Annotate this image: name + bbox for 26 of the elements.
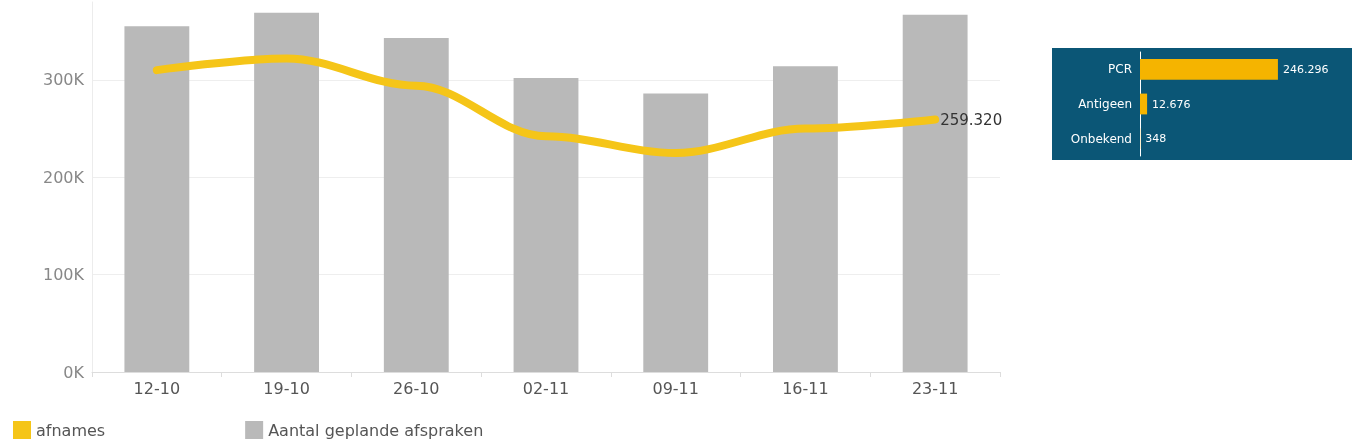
x-tick-label: 26-10	[393, 378, 440, 398]
bar	[124, 26, 190, 372]
data-label: 348	[1145, 132, 1167, 146]
legend-label: Aantal geplande afspraken	[268, 420, 484, 440]
y-tick-label: 100K	[42, 265, 85, 285]
bar	[643, 93, 709, 372]
y-tick-label: Onbekend	[1070, 131, 1132, 146]
x-tick-label: 16-11	[782, 378, 829, 398]
data-label: 246.296	[1282, 62, 1329, 76]
y-tick-label: Antigeen	[1078, 97, 1132, 111]
x-tick-label: 09-11	[652, 378, 699, 398]
x-tick-label: 19-10	[263, 378, 310, 398]
bar	[513, 77, 579, 372]
bar	[773, 66, 838, 372]
x-tick-label: 12-10	[133, 378, 181, 398]
bar	[383, 38, 449, 372]
bar	[254, 12, 319, 372]
y-tick-label: 300K	[42, 70, 85, 90]
y-tick-label: 200K	[42, 167, 85, 187]
data-label: 12.676	[1152, 97, 1191, 111]
x-tick-label: 23-11	[911, 378, 959, 398]
legend-label: afnames	[36, 420, 106, 440]
y-tick-label: PCR	[1108, 62, 1132, 77]
x-tick-label: 02-11	[522, 378, 570, 398]
y-tick-label: 0K	[63, 362, 85, 382]
data-label: 259.320	[940, 110, 1003, 129]
